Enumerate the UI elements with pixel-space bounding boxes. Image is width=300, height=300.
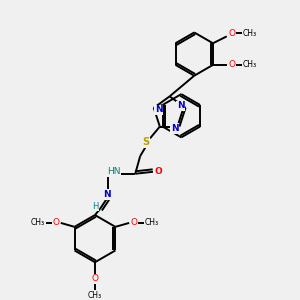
Text: S: S xyxy=(142,137,150,147)
Text: O: O xyxy=(228,60,235,69)
Text: CH₃: CH₃ xyxy=(145,218,159,227)
Text: O: O xyxy=(228,29,235,38)
Text: O: O xyxy=(155,167,163,176)
Text: N: N xyxy=(155,105,163,114)
Text: N: N xyxy=(177,101,184,110)
Text: CH₃: CH₃ xyxy=(242,60,256,69)
Text: CH₃: CH₃ xyxy=(88,291,102,300)
Text: N: N xyxy=(103,190,111,199)
Text: CH₃: CH₃ xyxy=(242,29,256,38)
Text: H: H xyxy=(92,202,98,211)
Text: O: O xyxy=(92,274,98,284)
Text: CH₃: CH₃ xyxy=(31,218,45,227)
Text: N: N xyxy=(171,124,178,133)
Text: HN: HN xyxy=(107,167,120,176)
Text: O: O xyxy=(52,218,59,227)
Text: O: O xyxy=(130,218,138,227)
